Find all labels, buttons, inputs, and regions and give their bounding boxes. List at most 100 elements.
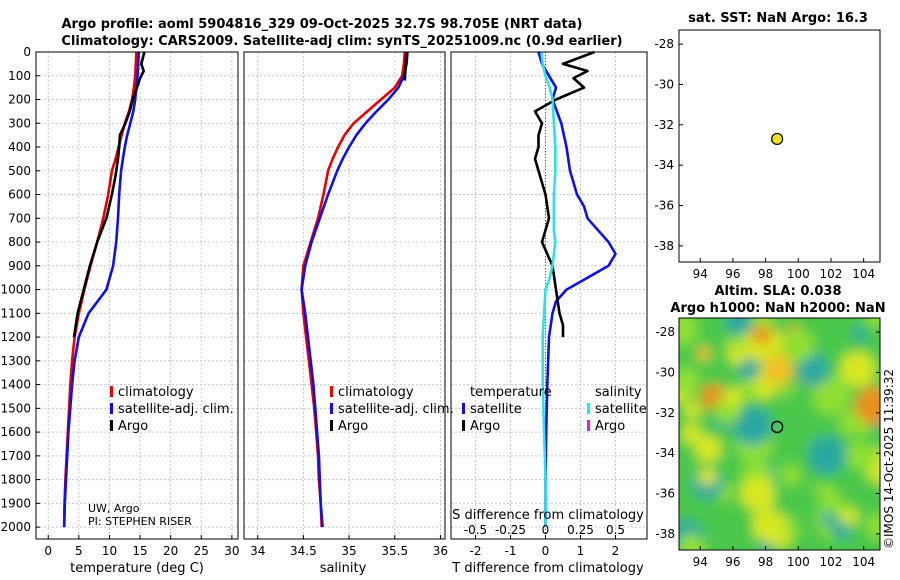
annotation-pi: PI: STEPHEN RISER [88, 515, 192, 528]
depth-tick-label: 1800 [0, 473, 31, 487]
sla-blob [811, 375, 850, 415]
sla-blob [796, 353, 830, 387]
depth-tick-label: 1900 [0, 496, 31, 510]
lon-tick-label: 98 [758, 555, 773, 569]
depth-tick-label: 500 [8, 164, 31, 178]
sla-blob [732, 406, 773, 446]
depth-tick-label: 1500 [0, 401, 31, 415]
sla-blob [679, 367, 700, 395]
lon-tick-label: 96 [725, 555, 740, 569]
lat-tick-label: -36 [654, 199, 674, 213]
sla-blob [696, 346, 711, 361]
sla-blob [838, 409, 864, 435]
x-tick-label: 30 [224, 544, 239, 558]
legend-swatch-s-satellite [587, 403, 590, 414]
sla-blob [782, 521, 800, 539]
lon-tick-label: 104 [852, 555, 875, 569]
legend-climatology: climatology [338, 385, 414, 400]
argo-location-marker [770, 420, 784, 434]
depth-tick-label: 1400 [0, 378, 31, 392]
s-tick-label: -0.25 [495, 523, 526, 537]
lat-tick-label: -36 [655, 487, 675, 501]
depth-tick-label: 1600 [0, 425, 31, 439]
legend-swatch-climatology [330, 386, 333, 397]
salinity-xlabel: salinity [320, 561, 367, 576]
x-tick-label: 35.5 [381, 544, 408, 558]
lon-tick-label: 102 [820, 555, 843, 569]
sla-blob [820, 510, 836, 526]
legend-s-satellite: satellite [595, 402, 647, 417]
sla-blob [840, 478, 872, 509]
series-argo [403, 51, 408, 81]
series-argo [72, 51, 146, 338]
lat-tick-label: -28 [655, 325, 675, 339]
sla-blob [684, 402, 702, 420]
lat-tick-label: -34 [654, 158, 674, 172]
sla-blob [807, 435, 847, 475]
sla-blob [854, 386, 880, 426]
sla-blob [852, 326, 868, 342]
difference-legend: temperature satellite Argo salinity sate… [462, 385, 647, 434]
s-difference-label: S difference from climatology [452, 508, 644, 523]
watermark: ©IMOS 14-Oct-2025 11:39:32 [882, 369, 896, 549]
s-tick-label: 0.5 [606, 523, 625, 537]
sst-map-title: sat. SST: NaN Argo: 16.3 [688, 11, 868, 26]
x-tick-label: -2 [470, 544, 482, 558]
legend-swatch-t-satellite [462, 403, 465, 414]
x-tick-label: 15 [132, 544, 147, 558]
depth-tick-label: 0 [23, 45, 31, 59]
sla-blob [778, 382, 794, 397]
depth-tick-label: 600 [8, 188, 31, 202]
depth-tick-label: 700 [8, 211, 31, 225]
lon-tick-label: 98 [758, 267, 773, 281]
sla-blob [788, 487, 822, 520]
sla-blob [751, 324, 772, 345]
depth-tick-label: 1200 [0, 330, 31, 344]
lat-tick-label: -30 [655, 365, 675, 379]
lon-tick-label: 100 [787, 267, 810, 281]
x-tick-label: 2 [612, 544, 620, 558]
legend-swatch-argo [110, 420, 113, 431]
sla-map-title-line2: Argo h1000: NaN h2000: NaN [670, 301, 885, 316]
legend-t-satellite: satellite [470, 402, 522, 417]
legend-salinity-title: salinity [595, 385, 642, 400]
sla-blob [723, 386, 744, 407]
legend-temperature-title: temperature [470, 385, 552, 400]
lon-tick-label: 94 [693, 267, 708, 281]
argo-location-marker [771, 132, 784, 146]
depth-tick-label: 1700 [0, 449, 31, 463]
sla-blob [839, 351, 876, 387]
s-tick-label: 0.25 [567, 523, 594, 537]
lon-tick-label: 104 [852, 267, 875, 281]
series-t-argo [533, 50, 595, 338]
series-satellite-adj-clim- [300, 51, 409, 528]
legend-satellite-adj: satellite-adj. clim. [118, 402, 234, 417]
sla-blob [840, 507, 859, 526]
depth-tick-label: 300 [8, 116, 31, 130]
legend-swatch-satellite-adj [330, 403, 333, 414]
depth-tick-label: 900 [8, 259, 31, 273]
x-tick-label: 0 [542, 544, 550, 558]
legend-swatch-argo [330, 420, 333, 431]
lon-tick-label: 94 [693, 555, 708, 569]
x-tick-label: 10 [102, 544, 117, 558]
sla-map-title-line1: Altim. SLA: 0.038 [715, 284, 842, 299]
x-tick-label: 34.5 [290, 544, 317, 558]
sla-blob [779, 464, 802, 486]
figure-title-line1: Argo profile: aoml 5904816_329 09-Oct-20… [62, 17, 583, 32]
sla-blob [681, 423, 702, 444]
series-s-satellite [540, 51, 557, 528]
lon-tick-label: 96 [725, 267, 740, 281]
t-difference-xlabel: T difference from climatology [451, 561, 644, 576]
temperature-xlabel: temperature (deg C) [70, 561, 204, 576]
x-tick-label: 20 [163, 544, 178, 558]
depth-tick-label: 1300 [0, 354, 31, 368]
difference-panel: -2 -1 0 1 2 -0.5 -0.25 0 0.25 0.5 S difference f… [450, 50, 648, 576]
salinity-panel: 34 34.5 35 35.5 36 salinity climatology sate… [243, 51, 454, 576]
sla-blob [853, 445, 878, 470]
lon-tick-label: 102 [820, 267, 843, 281]
sla-blob [864, 318, 880, 328]
sla-map-panel: Altim. SLA: 0.038 Argo h1000: NaN h2000:… [655, 284, 885, 569]
s-tick-label: 0 [542, 523, 550, 537]
